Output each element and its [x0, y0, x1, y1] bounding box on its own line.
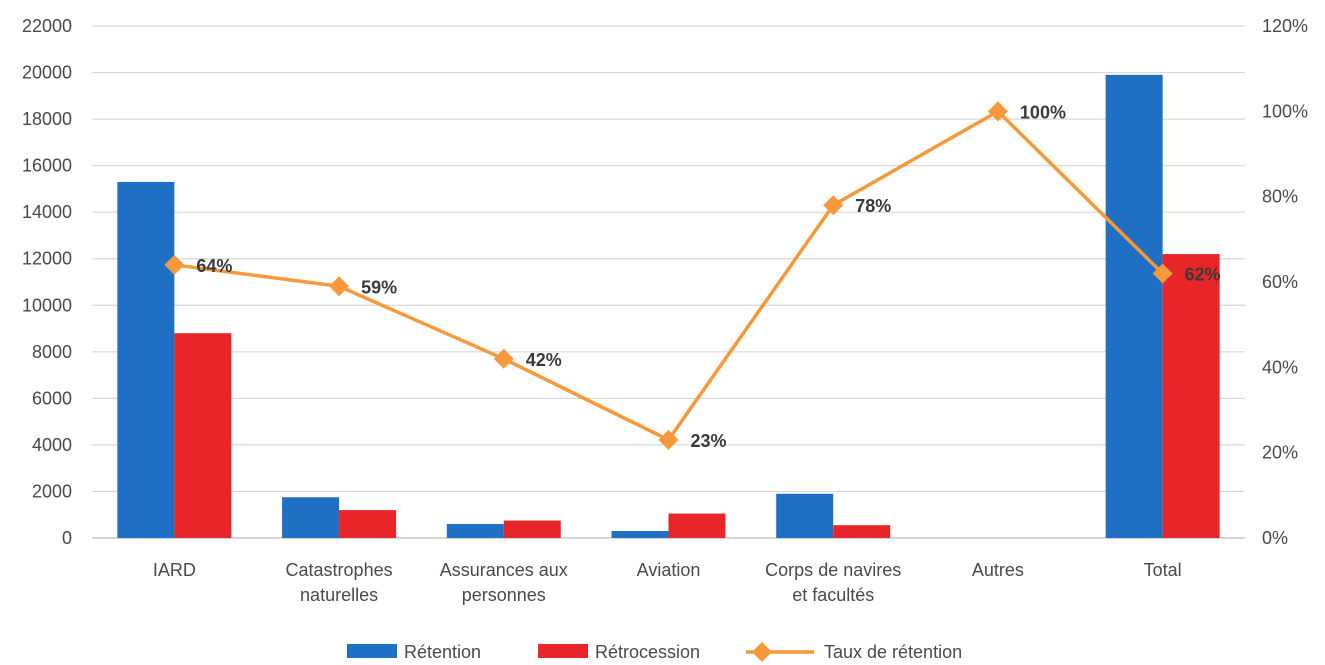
retention-rate-label: 42%: [526, 350, 562, 370]
legend-item: Rétrocession: [538, 642, 700, 662]
y-left-tick-label: 10000: [22, 295, 72, 315]
y-left-tick-label: 12000: [22, 249, 72, 269]
category-label: Autres: [972, 560, 1024, 580]
retention-rate-label: 64%: [196, 256, 232, 276]
legend-label: Rétention: [404, 642, 481, 662]
retention-rate-label: 100%: [1020, 102, 1066, 122]
retention-rate-series: 64% 59% 42% 23% 78% 100% 62%: [164, 101, 1221, 451]
retention-rate-label: 59%: [361, 277, 397, 297]
bar-retention: [776, 493, 834, 538]
bars: [117, 74, 1220, 538]
legend-marker: [752, 642, 772, 662]
retention-rate-label: 62%: [1185, 264, 1221, 284]
bar-retention: [282, 497, 340, 538]
bar-retention: [611, 531, 669, 538]
retention-rate-marker: [823, 195, 844, 216]
y-left-tick-label: 8000: [32, 342, 72, 362]
retention-rate-line: [174, 109, 1164, 442]
category-label: Corps de navires et facultés: [765, 560, 901, 605]
y-right-tick-label: 120%: [1262, 16, 1308, 36]
y-left-tick-label: 18000: [22, 109, 72, 129]
legend-item: Taux de rétention: [746, 642, 962, 662]
y-left-tick-label: 20000: [22, 63, 72, 83]
x-axis: IARD Catastrophes naturelles Assurances aux…: [153, 560, 1182, 605]
retention-rate-label: 78%: [855, 196, 891, 216]
category-label: Total: [1144, 560, 1182, 580]
bar-retrocession: [174, 333, 232, 538]
category-label: Assurances aux personnes: [440, 560, 568, 605]
bar-retention: [117, 181, 175, 538]
y-left-tick-label: 4000: [32, 435, 72, 455]
y-right-tick-label: 100%: [1262, 101, 1308, 121]
y-right-tick-label: 60%: [1262, 272, 1298, 292]
y-left-tick-label: 16000: [22, 156, 72, 176]
y-left-tick-label: 22000: [22, 16, 72, 36]
retention-rate-label: 23%: [691, 431, 727, 451]
bar-retrocession: [1162, 254, 1220, 538]
legend-swatch: [538, 644, 588, 658]
retention-rate-marker: [1152, 263, 1173, 284]
retention-rate-marker: [329, 276, 350, 297]
y-right-tick-label: 80%: [1262, 187, 1298, 207]
retention-rate-marker: [987, 101, 1008, 122]
category-label: Aviation: [637, 560, 701, 580]
y-axis-left: 0 2000 4000 6000 8000 10000 12000 14000 16000 180…: [22, 16, 72, 548]
retention-rate-marker: [164, 254, 185, 275]
bar-retention: [1105, 74, 1163, 538]
y-axis-right: 0% 20% 40% 60% 80% 100% 120%: [1262, 16, 1308, 548]
y-right-tick-label: 20%: [1262, 443, 1298, 463]
bar-retrocession: [668, 513, 726, 538]
legend: Rétention Rétrocession Taux de rétention: [347, 642, 962, 662]
y-left-tick-label: 6000: [32, 388, 72, 408]
legend-label: Rétrocession: [595, 642, 700, 662]
y-right-tick-label: 40%: [1262, 357, 1298, 377]
bar-retention: [446, 524, 504, 538]
bar-retrocession: [339, 510, 397, 538]
y-left-tick-label: 14000: [22, 202, 72, 222]
y-left-tick-label: 0: [62, 528, 72, 548]
retention-rate-marker: [493, 348, 514, 369]
legend-label: Taux de rétention: [824, 642, 962, 662]
category-label: IARD: [153, 560, 196, 580]
category-label: Catastrophes naturelles: [286, 560, 393, 605]
legend-item: Rétention: [347, 642, 481, 662]
y-left-tick-label: 2000: [32, 481, 72, 501]
y-right-tick-label: 0%: [1262, 528, 1288, 548]
bar-retrocession: [503, 520, 561, 538]
retention-rate-marker: [658, 429, 679, 450]
legend-swatch: [347, 644, 397, 658]
gridlines: [92, 25, 1245, 539]
bar-retrocession: [833, 525, 891, 538]
